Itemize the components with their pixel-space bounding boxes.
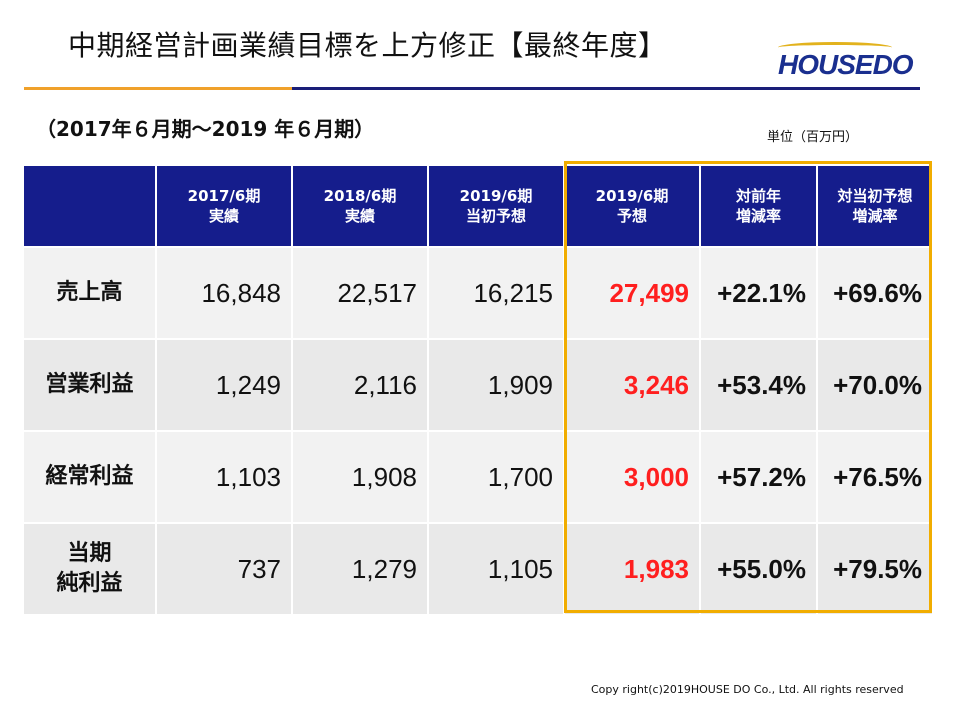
value-vs-initial-change: +69.6%	[818, 248, 934, 340]
value-2019-initial: 16,215	[429, 248, 565, 340]
row-label: 売上高	[24, 248, 157, 340]
logo-text: HOUSEDO	[778, 49, 914, 80]
table-row-ordinary-profit: 経常利益 1,103 1,908 1,700 3,000 +57.2% +76.…	[24, 432, 934, 524]
value-2018-actual: 22,517	[293, 248, 429, 340]
header-line1: 2018/6期	[323, 187, 397, 205]
table-row-net-income: 当期 純利益 737 1,279 1,105 1,983 +55.0% +79.…	[24, 524, 934, 616]
header-line1: 2019/6期	[459, 187, 533, 205]
period-subtitle: （2017年６月期～2019 年６月期）	[36, 117, 375, 141]
financial-targets-table: 2017/6期 実績 2018/6期 実績 2019/6期 当初予想 2019/…	[24, 166, 934, 616]
row-label-line2: 純利益	[56, 571, 123, 596]
value-2017-actual: 1,103	[157, 432, 293, 524]
value-2019-forecast: 1,983	[565, 524, 701, 616]
value-vs-initial-change: +79.5%	[818, 524, 934, 616]
value-vs-initial-change: +76.5%	[818, 432, 934, 524]
value-2019-initial: 1,909	[429, 340, 565, 432]
header-cell-vs-initial-change: 対当初予想 増減率	[818, 166, 934, 248]
copyright-text: Copy right(c)2019HOUSE DO Co., Ltd. All …	[591, 683, 904, 696]
header-line2: 増減率	[735, 207, 781, 225]
row-label: 営業利益	[24, 340, 157, 432]
row-label: 当期 純利益	[24, 524, 157, 616]
header-line1: 2019/6期	[595, 187, 669, 205]
header-line1: 対前年	[735, 187, 781, 205]
value-2019-initial: 1,105	[429, 524, 565, 616]
housedo-logo: HOUSEDO	[778, 42, 914, 84]
header-line1: 対当初予想	[837, 187, 913, 205]
value-yoy-change: +57.2%	[701, 432, 818, 524]
value-2018-actual: 1,908	[293, 432, 429, 524]
header-line2: 予想	[616, 207, 647, 225]
value-2018-actual: 1,279	[293, 524, 429, 616]
value-2017-actual: 16,848	[157, 248, 293, 340]
header-cell-2019-forecast: 2019/6期 予想	[565, 166, 701, 248]
table-row-sales: 売上高 16,848 22,517 16,215 27,499 +22.1% +…	[24, 248, 934, 340]
unit-note: 単位（百万円）	[767, 130, 859, 145]
value-2017-actual: 1,249	[157, 340, 293, 432]
row-label-line1: 経常利益	[45, 464, 134, 489]
value-yoy-change: +55.0%	[701, 524, 818, 616]
header-line2: 当初予想	[465, 207, 526, 225]
value-vs-initial-change: +70.0%	[818, 340, 934, 432]
value-2019-initial: 1,700	[429, 432, 565, 524]
header-cell-2018-actual: 2018/6期 実績	[293, 166, 429, 248]
table-row-operating-profit: 営業利益 1,249 2,116 1,909 3,246 +53.4% +70.…	[24, 340, 934, 432]
row-label-line1: 営業利益	[45, 372, 134, 397]
header-line2: 実績	[208, 207, 239, 225]
page-title: 中期経営計画業績目標を上方修正【最終年度】	[68, 29, 667, 62]
title-rule-navy	[292, 87, 920, 90]
value-2019-forecast: 27,499	[565, 248, 701, 340]
header-line1: 2017/6期	[187, 187, 261, 205]
row-label-line1: 当期	[67, 541, 112, 566]
value-yoy-change: +22.1%	[701, 248, 818, 340]
row-label: 経常利益	[24, 432, 157, 524]
value-2018-actual: 2,116	[293, 340, 429, 432]
header-cell-empty	[24, 166, 157, 248]
table-header-row: 2017/6期 実績 2018/6期 実績 2019/6期 当初予想 2019/…	[24, 166, 934, 248]
value-2019-forecast: 3,246	[565, 340, 701, 432]
logo-roof-line	[778, 42, 892, 53]
header-line2: 増減率	[852, 207, 898, 225]
header-line2: 実績	[344, 207, 375, 225]
value-2017-actual: 737	[157, 524, 293, 616]
header-cell-yoy-change: 対前年 増減率	[701, 166, 818, 248]
row-label-line1: 売上高	[56, 280, 123, 305]
header-cell-2017-actual: 2017/6期 実績	[157, 166, 293, 248]
header-cell-2019-initial: 2019/6期 当初予想	[429, 166, 565, 248]
value-yoy-change: +53.4%	[701, 340, 818, 432]
title-rule-orange	[24, 87, 292, 90]
value-2019-forecast: 3,000	[565, 432, 701, 524]
